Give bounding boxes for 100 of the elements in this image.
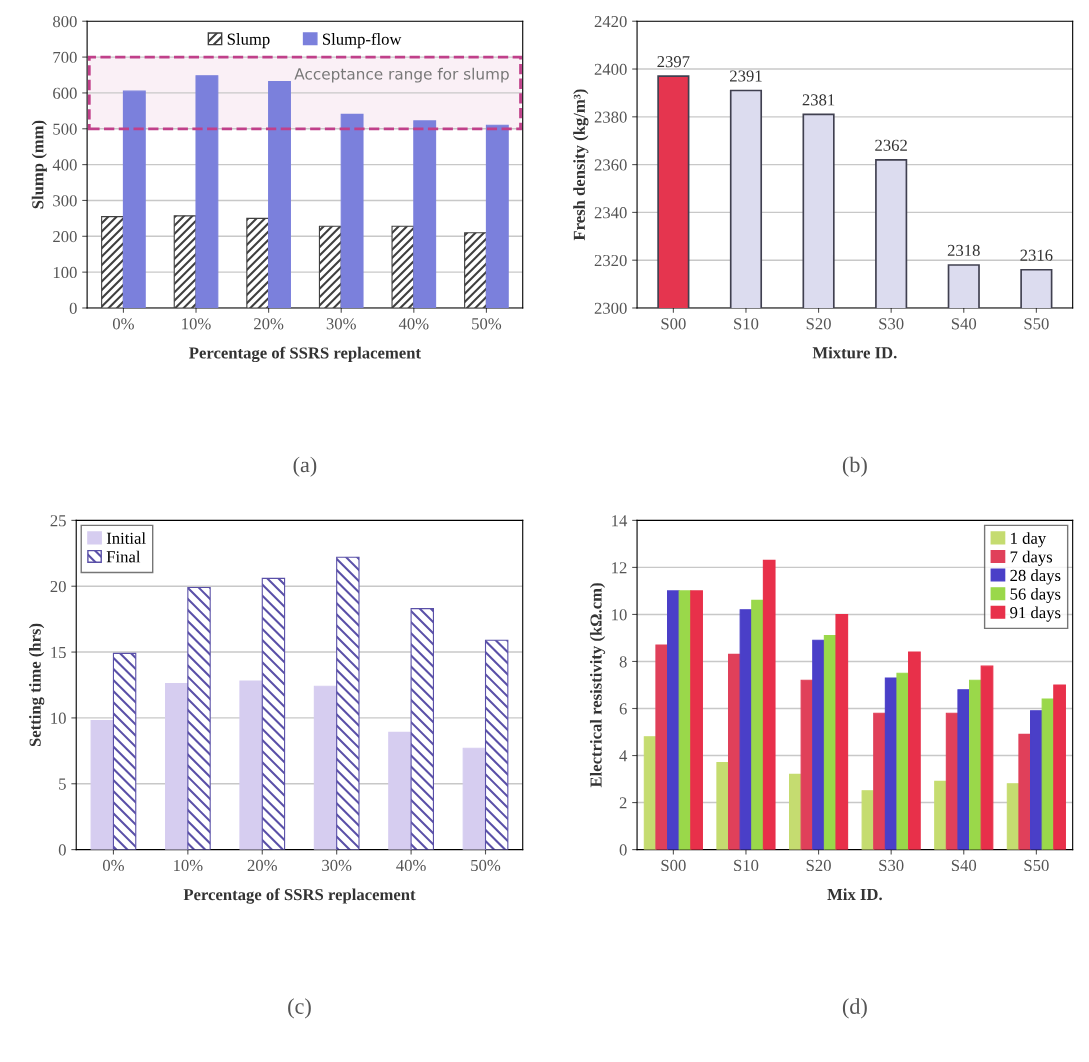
y-axis-title: Electrical resistivity (kΩ.cm) [589,583,606,788]
y-tick-label: 2400 [594,63,627,75]
bar [690,590,703,850]
bar [464,232,487,308]
y-tick-label: 4 [619,750,628,762]
x-tick-label: S50 [1024,859,1049,872]
bar [716,762,730,850]
x-tick-label: 30% [322,859,352,872]
y-axis-title: Setting time (hrs) [29,623,45,747]
x-tick-label: S40 [951,859,977,872]
y-tick-label: 10 [51,712,66,724]
y-tick-label: 500 [53,123,77,135]
y-tick-label: 0 [619,844,627,856]
x-tick-label: S00 [661,318,686,330]
bar [485,124,509,308]
x-tick-label: 10% [182,318,211,330]
data-label: 2316 [1020,249,1053,261]
bar [667,590,680,850]
bar [1018,733,1032,850]
legend-label: Slump-flow [322,32,402,49]
y-tick-label: 2320 [594,254,627,267]
data-label: 2391 [730,70,762,82]
bar [388,731,412,850]
bar [391,225,415,308]
bar [187,586,211,850]
bar [268,80,291,308]
y-tick-label: 800 [53,15,77,28]
bar [812,639,825,850]
y-tick-label: 2380 [594,111,627,123]
bar [101,216,124,308]
y-tick-label: 700 [53,51,77,64]
bar [336,556,360,850]
y-tick-label: 20 [50,580,66,593]
text: (b) [842,456,867,477]
x-tick-label: 50% [471,859,501,872]
bar [957,689,971,850]
x-tick-label: S10 [734,318,759,330]
text: (c) [288,998,311,1019]
bar [173,215,197,308]
y-tick-label: 2340 [594,207,627,219]
x-tick-label: 20% [247,859,277,872]
y-tick-label: 2360 [594,159,627,171]
x-tick-label: 0% [112,318,134,330]
bar [835,613,849,850]
y-tick-label: 400 [52,159,77,171]
y-tick-label: 200 [53,230,77,243]
bar [751,599,764,850]
bar [90,719,114,850]
x-tick-label: 10% [174,859,203,872]
bar [980,665,994,850]
bar [727,653,741,850]
bar [410,608,434,850]
text: (d) [842,998,867,1019]
x-tick-label: 20% [254,318,284,330]
bar [239,680,263,850]
data-label: 2381 [802,94,835,106]
legend-label: 1 day [1011,532,1047,548]
x-tick-label: S10 [734,859,759,872]
x-tick-label: 40% [398,318,429,330]
y-axis-title: Fresh density (kg/m³) [573,89,589,241]
y-tick-label: 8 [619,656,627,668]
y-axis-title: Slump (mm) [31,120,47,209]
x-tick-label: S00 [661,859,686,872]
bar [413,120,437,308]
y-tick-label: 10 [612,609,627,621]
x-tick-label: 30% [326,318,356,330]
y-tick-label: 5 [59,778,66,790]
x-axis-title: Percentage of SSRS replacement [189,346,421,363]
y-tick-label: 15 [51,646,66,659]
y-tick-label: 2420 [594,15,627,28]
y-tick-label: 14 [612,515,628,527]
legend-label: 56 days [1010,587,1061,604]
legend-label: 28 days [1010,569,1061,585]
y-tick-label: 2300 [594,302,627,314]
legend-label: Slump [227,33,270,49]
bar [340,113,364,308]
bar [969,679,982,850]
bar [1053,684,1066,850]
y-tick-label: 6 [619,703,627,715]
y-tick-label: 100 [53,266,77,279]
y-tick-label: 2 [619,797,627,809]
bar [1030,710,1043,850]
bar [261,577,286,850]
x-tick-label: S20 [806,859,831,872]
bar [762,559,776,850]
x-tick-label: 0% [102,859,124,872]
bar [873,712,886,850]
bar [800,679,814,850]
bar [313,685,338,850]
x-axis-title: Mix ID. [827,888,882,901]
x-tick-label: S30 [879,318,904,330]
bar [896,672,910,850]
bar [122,90,146,308]
x-tick-label: 50% [472,318,502,330]
x-axis-title: Mixture ID. [812,346,897,359]
x-tick-label: S20 [806,318,831,330]
y-tick-label: 600 [53,87,77,99]
data-label: 2318 [947,244,980,257]
legend-label: Final [106,550,141,563]
band-label: Acceptance range for slump [294,67,509,83]
